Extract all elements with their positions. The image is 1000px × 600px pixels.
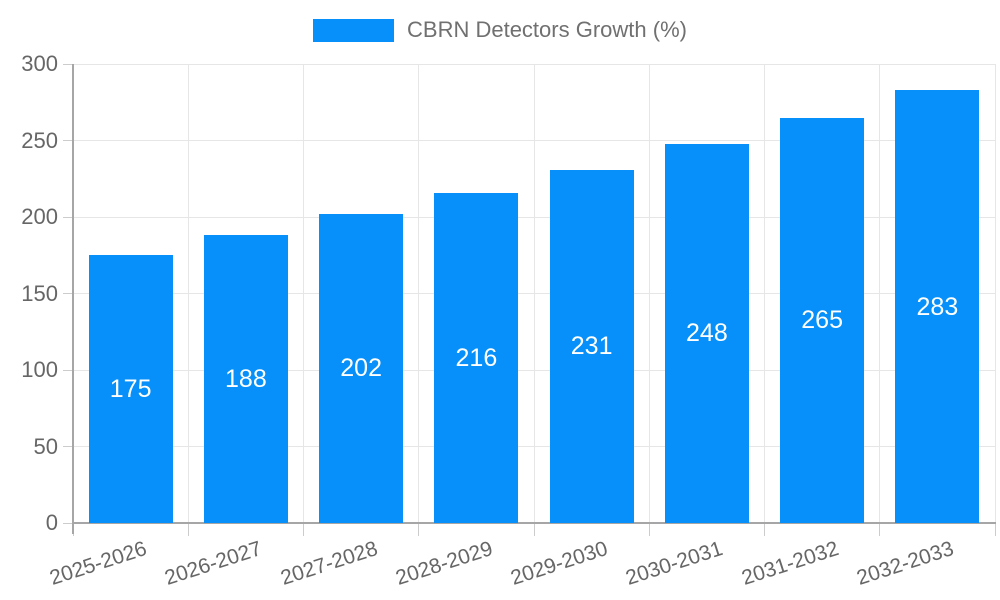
bar [780, 117, 865, 523]
gridline-vertical [533, 64, 535, 523]
x-tick-label: 2027-2028 [277, 537, 381, 590]
x-axis-tick [648, 523, 650, 536]
x-tick-label: 2031-2032 [738, 537, 842, 590]
x-tick-label: 2026-2027 [162, 537, 265, 590]
y-tick-label: 300 [21, 51, 58, 76]
x-tick-label: 2032-2033 [853, 537, 957, 590]
x-tick-label: 2029-2030 [508, 537, 611, 590]
bar [895, 90, 980, 523]
x-axis-tick [879, 523, 881, 536]
legend-swatch-icon [313, 18, 395, 42]
bar-value-label: 231 [570, 332, 613, 361]
bar-value-label: 248 [686, 319, 728, 348]
x-tick-label: 2030-2031 [623, 537, 726, 590]
y-axis-tick [63, 522, 73, 524]
gridline-vertical [187, 64, 189, 523]
bar-value-label: 175 [109, 375, 152, 404]
bar [434, 192, 519, 523]
bar [319, 213, 404, 523]
legend-label: CBRN Detectors Growth (%) [407, 17, 687, 42]
bar [88, 255, 173, 523]
y-tick-label: 0 [45, 510, 58, 535]
gridline-vertical [303, 64, 304, 523]
y-axis-tick [63, 369, 73, 371]
y-tick-label: 50 [33, 433, 58, 459]
y-tick-label: 150 [21, 280, 58, 306]
gridline-vertical [764, 64, 765, 523]
x-tick-label: 2028-2029 [392, 537, 496, 590]
bar-value-label: 283 [916, 292, 959, 321]
gridline-horizontal [73, 63, 995, 65]
bar-value-label: 202 [340, 354, 382, 383]
bar-value-label: 265 [801, 306, 843, 335]
y-axis-line [72, 64, 74, 534]
y-axis-tick [63, 446, 73, 447]
x-axis-tick [303, 523, 304, 536]
bar [664, 143, 749, 523]
y-axis-tick [63, 216, 73, 218]
x-axis-tick [187, 523, 189, 536]
y-tick-label: 200 [21, 204, 58, 229]
bar [549, 169, 634, 523]
y-tick-label: 100 [21, 357, 58, 382]
y-axis-tick [63, 293, 73, 294]
y-axis-tick [63, 63, 73, 65]
y-tick-label: 250 [21, 127, 58, 153]
plot-area: 175 188 202 216 231 248 265 283 [63, 63, 996, 536]
x-axis-tick [418, 523, 420, 536]
gridline-vertical [418, 64, 420, 523]
bar [203, 235, 288, 523]
x-axis-tick [764, 523, 765, 536]
x-axis-tick [72, 523, 74, 536]
bar-value-label: 216 [455, 343, 498, 372]
x-axis-tick [994, 523, 996, 536]
bar-value-label: 188 [225, 365, 267, 394]
x-axis-tick [533, 523, 535, 536]
x-tick-label: 2025-2026 [47, 537, 150, 590]
y-axis-tick [63, 140, 73, 141]
chart-legend: CBRN Detectors Growth (%) [0, 17, 1000, 43]
gridline-vertical [648, 64, 650, 523]
